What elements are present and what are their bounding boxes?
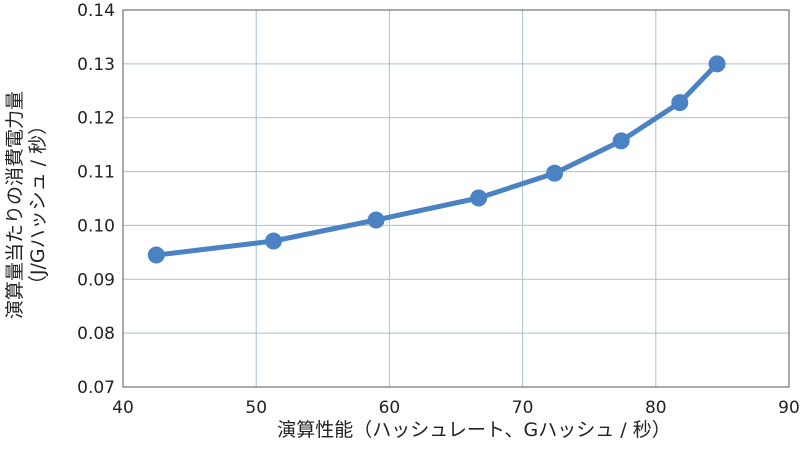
x-tick-label: 40: [112, 398, 134, 418]
data-point: [470, 189, 488, 207]
data-point: [265, 232, 283, 250]
data-point: [708, 55, 726, 73]
tick-labels: 0.07 0.08 0.09 0.10 0.11 0.12 0.13 0.14 40 50 60 70…: [77, 1, 800, 418]
y-axis-title: 演算量当たりの消費電力量: [4, 91, 26, 319]
plot-frame: [122, 9, 790, 388]
data-point: [671, 94, 689, 112]
x-tick-label: 80: [645, 398, 667, 418]
y-tick-label: 0.07: [77, 378, 115, 398]
y-axis-unit: （J/Gハッシュ / 秒）: [27, 116, 49, 294]
axes: [122, 9, 790, 388]
x-tick-label: 70: [512, 398, 534, 418]
series-layer: [147, 55, 726, 264]
y-tick-label: 0.09: [77, 270, 115, 290]
data-point: [612, 132, 630, 150]
y-tick-label: 0.10: [77, 216, 115, 236]
grid: [122, 9, 790, 388]
data-point: [147, 246, 165, 264]
y-tick-label: 0.14: [77, 1, 115, 21]
x-tick-label: 50: [245, 398, 267, 418]
series-line: [153, 61, 720, 258]
y-tick-label: 0.08: [77, 324, 115, 344]
x-tick-label: 90: [778, 398, 800, 418]
x-tick-label: 60: [379, 398, 401, 418]
y-tick-label: 0.12: [77, 109, 115, 129]
y-tick-label: 0.11: [77, 163, 115, 183]
data-point: [546, 164, 564, 182]
y-tick-label: 0.13: [77, 55, 115, 75]
data-point: [367, 211, 385, 229]
x-axis-title: 演算性能（ハッシュレート、Gハッシュ / 秒）: [277, 419, 670, 441]
